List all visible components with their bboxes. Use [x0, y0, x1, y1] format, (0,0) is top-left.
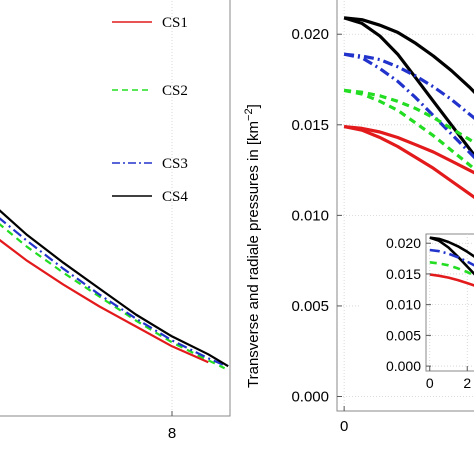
series-line-cs2-5 — [343, 88, 474, 171]
right-plot-frame — [336, 0, 474, 412]
series-line-cs1-4 — [429, 273, 474, 287]
legend-label-cs4: CS4 — [162, 189, 188, 205]
inset-y-ticks: 0.000 0.005 0.010 0.015 0.020 — [386, 235, 431, 374]
legend-label-cs1: CS1 — [162, 15, 188, 31]
series-line-cs1-7 — [343, 125, 474, 200]
right-series-group — [343, 16, 474, 200]
series-line-cs4-1 — [343, 16, 474, 158]
y-tick-label-2: 0.010 — [291, 207, 329, 224]
inset-plot-frame — [425, 233, 474, 372]
y-tick-label-0: 0.000 — [291, 389, 329, 406]
right-y-axis-label: Transverse and radiale pressures in [km−… — [243, 104, 262, 388]
y-tick-label-4: 0.020 — [291, 26, 329, 43]
legend-label-cs2: CS2 — [162, 83, 188, 99]
right-x-ticks: 0 — [340, 406, 348, 435]
series-line-cs3-2 — [343, 52, 474, 120]
x-tick-label-0: 0 — [426, 375, 434, 391]
left-panel: 8 CS1 CS2 CS3 CS4 — [0, 0, 231, 442]
right-panel: 0.000 0.005 0.010 0.015 0.020 0 Transverse a… — [243, 0, 474, 435]
series-line-cs2-1 — [0, 223, 226, 370]
x-tick-label-1: 2 — [463, 375, 471, 391]
series-line-cs2-3 — [429, 261, 474, 277]
inset-grid — [426, 234, 474, 371]
series-line-cs4-0 — [429, 236, 474, 258]
y-tick-label-3: 0.015 — [386, 266, 421, 282]
left-series-group — [0, 209, 229, 370]
left-x-ticks: 8 — [168, 411, 176, 442]
y-tick-label-1: 0.005 — [291, 298, 329, 315]
series-line-cs3-2 — [429, 248, 474, 267]
series-line-cs2-4 — [343, 88, 474, 145]
left-plot-frame — [0, 0, 231, 417]
y-tick-label-2: 0.010 — [386, 297, 421, 313]
y-tick-label-4: 0.020 — [386, 235, 421, 251]
right-y-ticks: 0.000 0.005 0.010 0.015 0.020 — [291, 26, 342, 406]
x-tick-label-0: 8 — [168, 425, 176, 442]
inset-series-group — [429, 236, 474, 287]
series-line-cs3-3 — [343, 52, 474, 160]
series-line-cs4-0 — [343, 16, 474, 95]
series-line-cs4-3 — [0, 209, 229, 368]
y-tick-label-3: 0.015 — [291, 117, 329, 134]
legend-label-cs3: CS3 — [162, 156, 188, 172]
series-line-cs1-6 — [343, 125, 474, 175]
series-line-cs3-2 — [0, 217, 227, 368]
y-tick-label-1: 0.005 — [386, 327, 421, 343]
series-line-cs1-0 — [0, 238, 209, 364]
x-tick-label-0: 0 — [340, 418, 348, 435]
y-tick-label-0: 0.000 — [386, 358, 421, 374]
legend: CS1 CS2 CS3 CS4 — [112, 15, 188, 205]
